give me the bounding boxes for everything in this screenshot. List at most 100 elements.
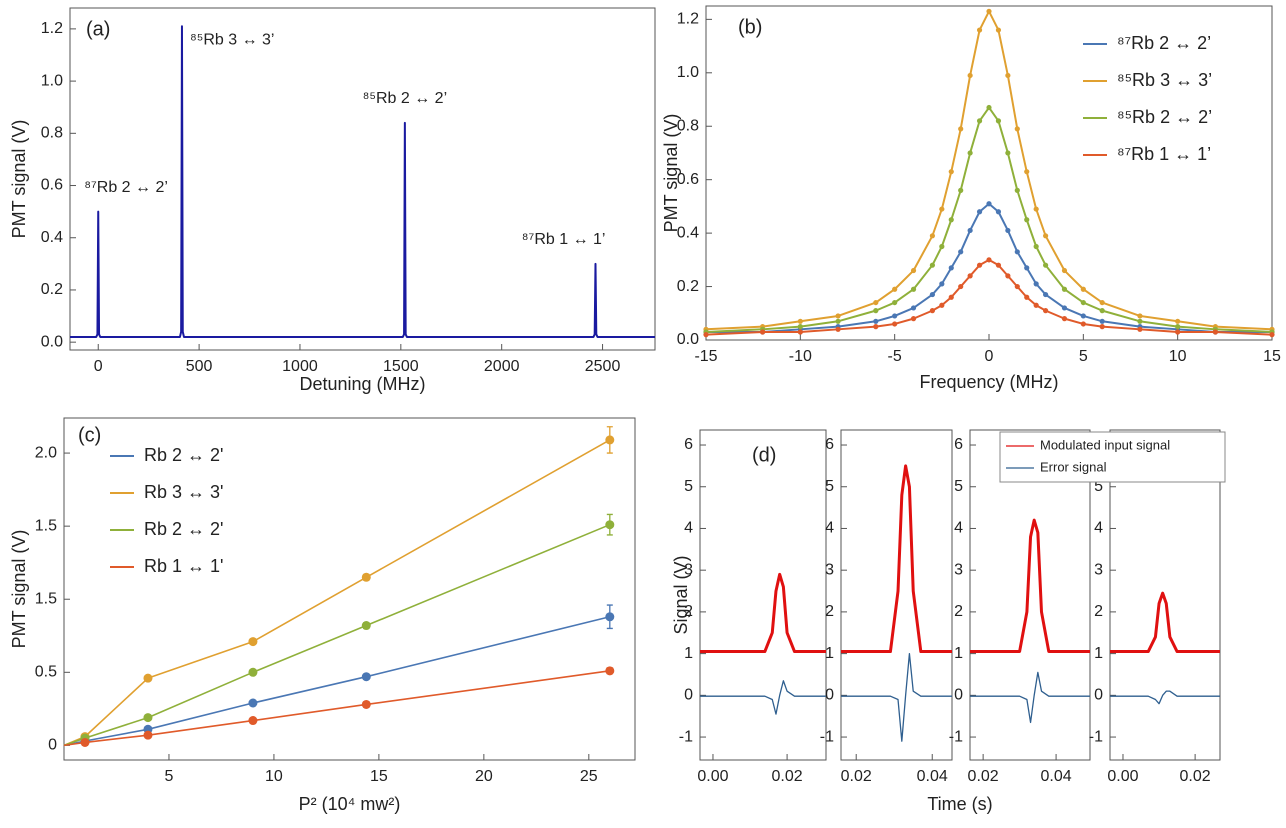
y-tick-label: 0.0	[41, 333, 63, 350]
y-tick-label: 2	[684, 603, 693, 620]
data-point	[892, 321, 898, 327]
data-point	[929, 233, 936, 239]
data-line	[970, 518, 1090, 654]
data-point	[958, 187, 964, 193]
x-tick-label: 0.02	[841, 768, 872, 785]
data-point	[958, 283, 964, 290]
y-tick-label: 0.6	[41, 177, 63, 194]
data-point	[986, 201, 992, 207]
x-tick-label: 5	[1079, 348, 1088, 365]
data-point	[995, 262, 1002, 268]
plot-frame	[840, 429, 953, 761]
data-point	[1061, 267, 1068, 274]
data-point	[1175, 318, 1181, 324]
y-tick-label: 0.2	[677, 278, 699, 295]
y-tick-label: 1.0	[41, 72, 63, 89]
data-point	[995, 209, 1002, 215]
y-tick-label: 4	[684, 520, 693, 537]
data-point	[986, 8, 992, 14]
data-line	[1110, 690, 1220, 705]
x-tick-label: 1500	[383, 358, 419, 375]
data-point	[361, 572, 371, 582]
data-point	[958, 249, 964, 255]
legend-label: Error signal	[1040, 459, 1107, 474]
y-tick-label: 0.4	[677, 224, 699, 241]
x-tick-label: 0	[94, 358, 103, 375]
panel-label: (c)	[78, 424, 101, 446]
x-tick-label: 2000	[484, 358, 520, 375]
data-point	[1061, 316, 1068, 322]
data-point	[1043, 308, 1049, 314]
data-point	[910, 316, 917, 322]
data-point	[948, 294, 954, 300]
data-point	[873, 324, 879, 330]
data-point	[967, 150, 973, 156]
y-tick-label: 1.5	[35, 517, 57, 534]
y-tick-label: 3	[684, 561, 693, 578]
panel-label: (b)	[738, 16, 762, 38]
data-point	[1099, 318, 1105, 324]
y-tick-label: 0	[1094, 687, 1103, 704]
legend-frame	[999, 431, 1226, 483]
legend-label: Rb 3 ↔ 3'	[144, 482, 223, 502]
data-point	[797, 318, 803, 324]
data-point	[1033, 281, 1039, 287]
data-point	[1014, 126, 1020, 132]
y-tick-label: 0.8	[677, 117, 699, 134]
data-point	[248, 698, 258, 708]
data-point	[835, 313, 841, 319]
data-point	[1043, 291, 1049, 298]
data-point	[910, 267, 917, 274]
y-axis-label: PMT signal (V)	[661, 114, 681, 233]
data-point	[835, 326, 841, 332]
y-tick-label: 0	[825, 687, 834, 704]
y-tick-label: 6	[684, 436, 693, 453]
y-tick-label: 1	[954, 645, 963, 662]
data-point	[1061, 305, 1068, 311]
x-tick-label: 1000	[282, 358, 318, 375]
data-point	[605, 666, 615, 676]
x-tick-label: 500	[186, 358, 213, 375]
data-point	[929, 308, 936, 314]
data-point	[1005, 72, 1011, 79]
data-point	[1099, 308, 1105, 314]
panel-label: (d)	[752, 444, 776, 466]
data-point	[1024, 169, 1030, 175]
data-point	[80, 737, 90, 747]
x-tick-label: 0.04	[917, 768, 948, 785]
y-tick-label: -1	[820, 728, 834, 745]
data-point	[248, 637, 258, 647]
y-tick-label: 1.0	[677, 64, 699, 81]
data-point	[948, 169, 954, 175]
data-point	[1137, 326, 1143, 332]
y-tick-label: -1	[679, 728, 693, 745]
data-point	[143, 673, 153, 683]
data-point	[986, 257, 992, 263]
data-line	[841, 652, 952, 742]
data-point	[143, 713, 153, 723]
x-tick-label: 0.02	[968, 768, 999, 785]
x-tick-label: 0.02	[1180, 768, 1211, 785]
legend-label: Rb 2 ↔ 2'	[144, 445, 223, 465]
data-point	[1014, 187, 1020, 193]
data-line	[700, 680, 826, 715]
y-tick-label: 6	[954, 436, 963, 453]
x-axis-label: Detuning (MHz)	[299, 374, 425, 394]
data-line	[70, 25, 655, 338]
data-line	[841, 464, 952, 654]
data-point	[1014, 283, 1020, 290]
data-point	[797, 329, 803, 335]
data-point	[939, 206, 945, 212]
y-tick-label: 0	[48, 737, 57, 754]
data-line	[1110, 591, 1220, 654]
x-tick-label: 0.00	[697, 768, 728, 785]
legend-label: ⁸⁷Rb 2 ↔ 2’	[1117, 33, 1211, 53]
data-point	[873, 299, 879, 306]
y-tick-label: 5	[954, 478, 963, 495]
y-tick-label: 3	[954, 561, 963, 578]
y-axis-label: PMT signal (V)	[9, 530, 29, 649]
data-point	[995, 27, 1002, 33]
data-point	[1005, 227, 1011, 234]
